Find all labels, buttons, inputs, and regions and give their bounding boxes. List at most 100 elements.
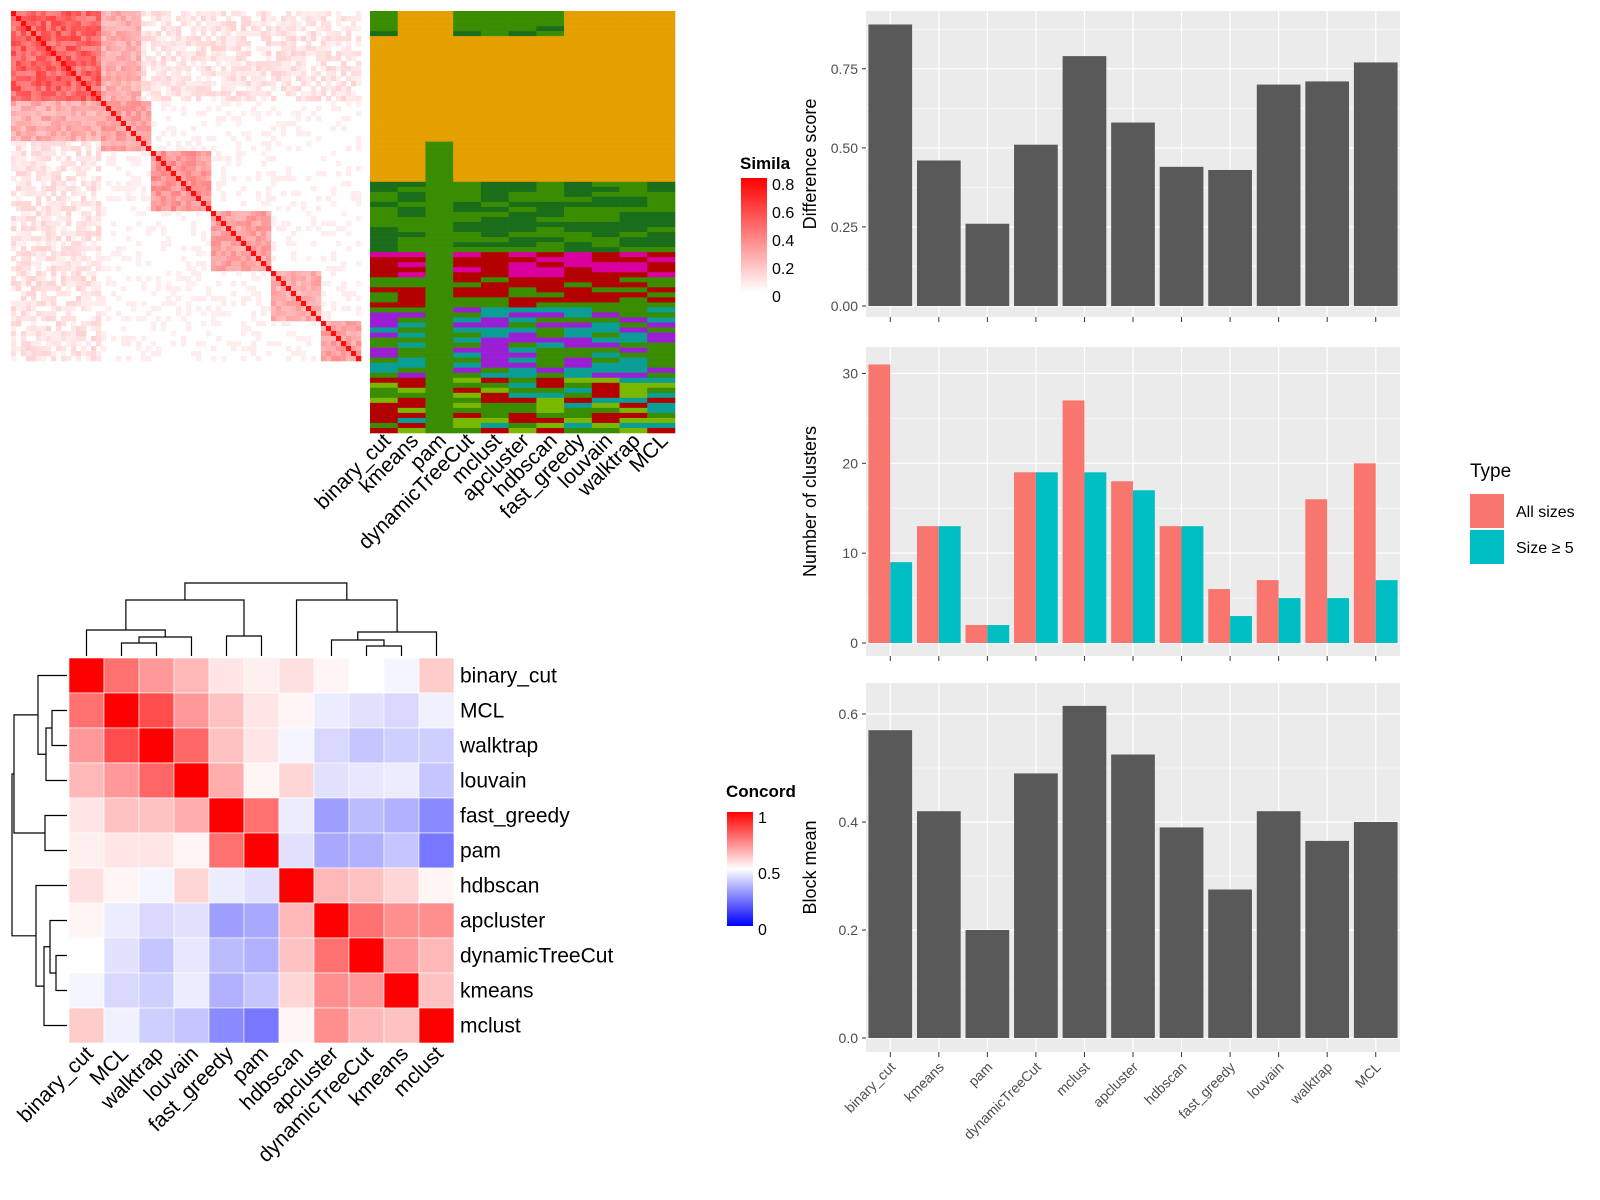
heatmap-cell: [186, 266, 192, 272]
heatmap-cell: [56, 321, 62, 327]
heatmap-cell: [16, 46, 22, 52]
heatmap-cell: [126, 316, 132, 322]
heatmap-cell: [21, 141, 27, 147]
assignment-cell: [536, 141, 565, 147]
assignment-cell: [536, 282, 565, 288]
assignment-cell: [619, 26, 648, 32]
heatmap-cell: [286, 291, 292, 297]
heatmap-cell: [216, 231, 222, 237]
heatmap-cell: [101, 61, 107, 67]
heatmap-cell: [331, 326, 337, 332]
assignment-cell: [619, 377, 648, 384]
heatmap-cell: [121, 11, 127, 17]
heatmap-cell: [81, 61, 87, 67]
assignment-cell: [480, 51, 509, 57]
heatmap-cell: [91, 116, 97, 122]
assignment-cell: [619, 422, 648, 429]
assignment-cell: [591, 126, 620, 132]
heatmap-cell: [261, 271, 267, 277]
heatmap-cell: [51, 266, 57, 272]
bar-all-sizes: [1062, 400, 1085, 643]
heatmap-cell: [136, 346, 142, 352]
assignment-cell: [647, 272, 676, 278]
concordance-cell: [103, 867, 140, 904]
heatmap-cell: [91, 21, 97, 27]
heatmap-cell: [36, 41, 42, 47]
assignment-cell: [508, 327, 537, 333]
assignment-cell: [370, 26, 399, 32]
heatmap-cell: [161, 156, 167, 162]
heatmap-cell: [231, 21, 237, 27]
heatmap-cell: [66, 21, 72, 27]
heatmap-cell: [61, 331, 67, 337]
assignment-cell: [591, 46, 620, 52]
heatmap-cell: [206, 41, 212, 47]
heatmap-cell: [271, 176, 277, 182]
assignment-cell: [508, 392, 537, 399]
concordance-cell: [68, 1007, 105, 1044]
assignment-cell: [619, 121, 648, 127]
assignment-cell: [397, 402, 426, 409]
heatmap-cell: [151, 161, 157, 167]
heatmap-cell: [86, 71, 92, 77]
heatmap-cell: [96, 211, 102, 217]
concordance-cell: [243, 832, 280, 869]
heatmap-cell: [266, 51, 272, 57]
heatmap-cell: [81, 11, 87, 17]
assignment-cell: [647, 41, 676, 47]
heatmap-cell: [301, 291, 307, 297]
assignment-cell: [619, 191, 648, 198]
heatmap-cell: [126, 46, 132, 52]
heatmap-cell: [196, 36, 202, 42]
heatmap-cell: [56, 186, 62, 192]
assignment-cell: [508, 141, 537, 147]
heatmap-cell: [76, 86, 82, 92]
heatmap-cell: [81, 201, 87, 207]
heatmap-cell: [296, 311, 302, 317]
heatmap-cell: [311, 11, 317, 17]
concordance-cell: [173, 797, 210, 834]
assignment-cell: [453, 252, 482, 258]
assignment-cell: [591, 227, 620, 233]
heatmap-cell: [341, 286, 347, 292]
heatmap-cell: [171, 206, 177, 212]
heatmap-cell: [221, 171, 227, 177]
heatmap-cell: [166, 161, 172, 167]
concordance-cell: [243, 657, 280, 694]
heatmap-cell: [271, 276, 277, 282]
heatmap-cell: [31, 106, 37, 112]
y-tick-label: 0.25: [831, 219, 858, 235]
heatmap-cell: [41, 156, 47, 162]
heatmap-cell: [41, 216, 47, 222]
concordance-cell: [348, 657, 385, 694]
concordance-cell: [173, 692, 210, 729]
heatmap-cell: [101, 66, 107, 72]
heatmap-cell: [161, 301, 167, 307]
assignment-cell: [564, 227, 593, 233]
heatmap-cell: [181, 21, 187, 27]
heatmap-cell: [331, 346, 337, 352]
heatmap-cell: [91, 286, 97, 292]
assignment-cell: [564, 267, 593, 273]
heatmap-cell: [86, 91, 92, 97]
heatmap-cell: [211, 211, 217, 217]
heatmap-cell: [71, 66, 77, 72]
heatmap-cell: [81, 141, 87, 147]
concordance-cell: [68, 902, 105, 939]
heatmap-cell: [41, 101, 47, 107]
assignment-cell: [564, 377, 593, 384]
heatmap-cell: [91, 301, 97, 307]
assignment-cell: [564, 106, 593, 112]
heatmap-cell: [101, 141, 107, 147]
heatmap-cell: [176, 306, 182, 312]
heatmap-cell: [101, 206, 107, 212]
assignment-cell: [370, 211, 399, 218]
heatmap-cell: [196, 341, 202, 347]
concordance-cell: [103, 972, 140, 1009]
heatmap-cell: [21, 256, 27, 262]
heatmap-cell: [141, 111, 147, 117]
heatmap-cell: [81, 126, 87, 132]
heatmap-cell: [351, 81, 357, 87]
heatmap-cell: [11, 336, 17, 342]
heatmap-cell: [331, 221, 337, 227]
